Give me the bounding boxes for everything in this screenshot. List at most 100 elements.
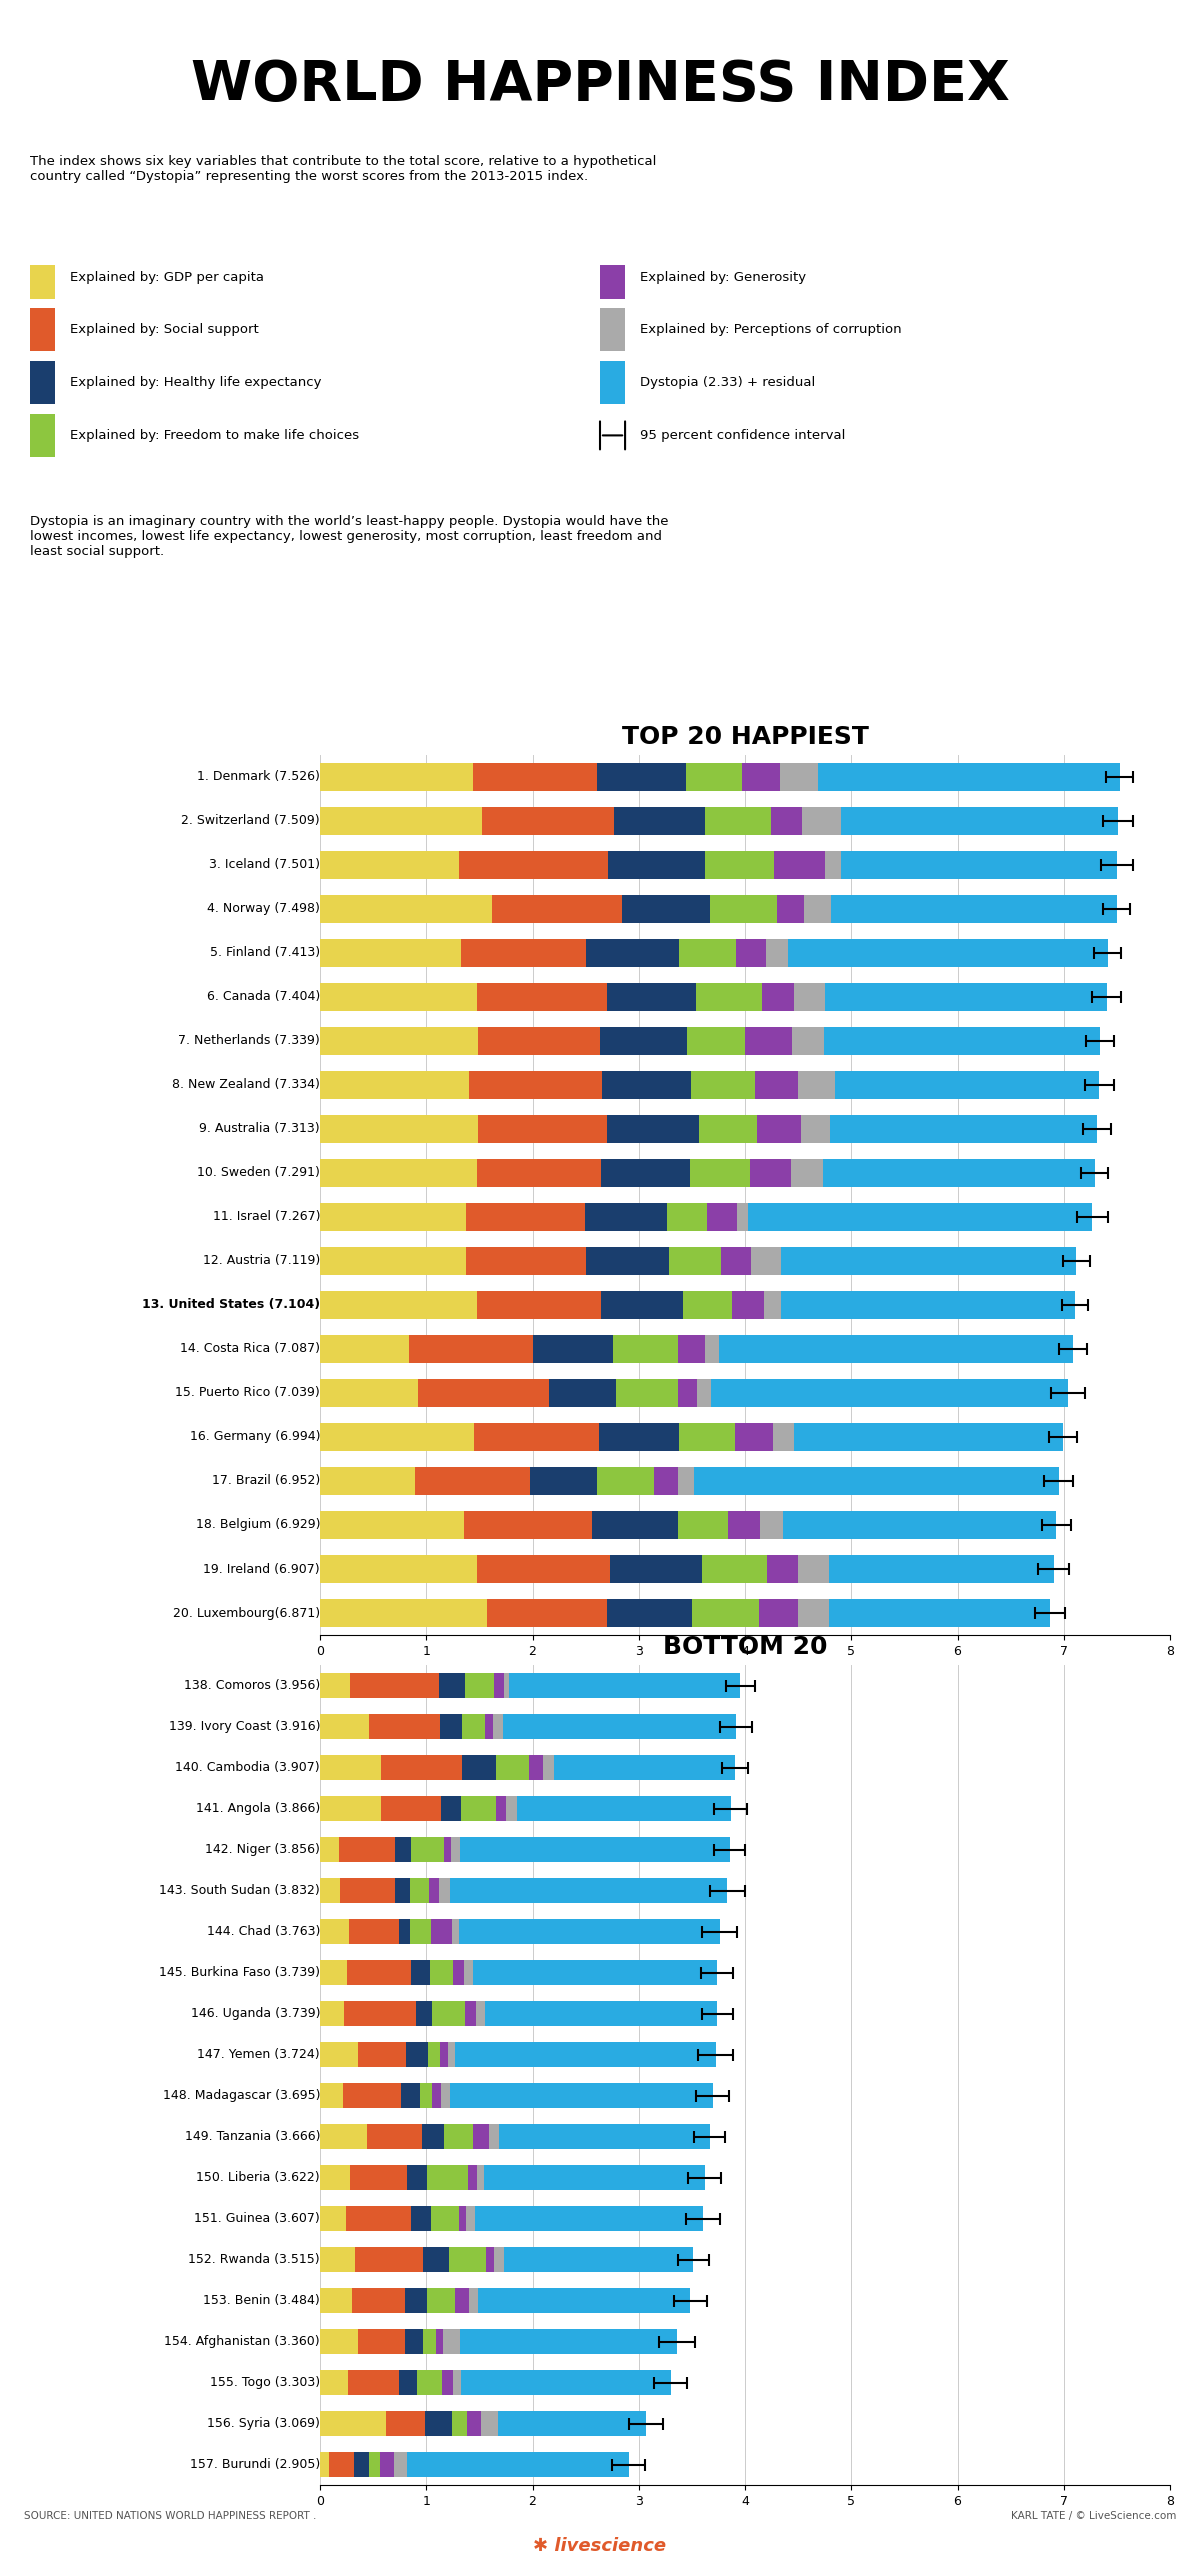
Bar xyxy=(599,1424,679,1452)
Bar xyxy=(486,2247,494,2273)
Text: 11. Israel (7.267): 11. Israel (7.267) xyxy=(212,1211,320,1224)
Bar xyxy=(320,2329,358,2355)
Text: 95 percent confidence interval: 95 percent confidence interval xyxy=(640,428,845,441)
Bar xyxy=(422,2124,444,2149)
Bar xyxy=(478,1554,611,1583)
Bar xyxy=(320,1247,466,1275)
Bar xyxy=(427,2165,468,2191)
Bar xyxy=(380,1754,462,1780)
Text: 148. Madagascar (3.695): 148. Madagascar (3.695) xyxy=(162,2088,320,2101)
Bar xyxy=(755,1072,798,1098)
Text: 6. Canada (7.404): 6. Canada (7.404) xyxy=(206,990,320,1003)
Bar xyxy=(794,1424,1063,1452)
Bar xyxy=(548,1380,617,1406)
Text: KARL TATE / © LiveScience.com: KARL TATE / © LiveScience.com xyxy=(1010,2511,1176,2521)
Bar xyxy=(607,1116,698,1141)
Bar xyxy=(614,808,706,834)
Bar xyxy=(600,256,625,298)
Bar xyxy=(611,1554,702,1583)
Bar xyxy=(600,362,625,405)
Bar xyxy=(486,1713,492,1739)
Bar xyxy=(368,1713,440,1739)
Bar xyxy=(533,1336,613,1362)
Bar xyxy=(803,808,841,834)
Bar xyxy=(474,1960,718,1985)
Bar xyxy=(329,2452,354,2478)
Bar xyxy=(492,895,622,923)
Bar xyxy=(424,2329,436,2355)
Bar xyxy=(410,1878,428,1903)
Bar xyxy=(455,2288,469,2314)
Text: The index shows six key variables that contribute to the total score, relative t: The index shows six key variables that c… xyxy=(30,154,656,182)
Bar xyxy=(451,2411,467,2437)
Text: 156. Syria (3.069): 156. Syria (3.069) xyxy=(208,2416,320,2429)
Bar xyxy=(544,1754,554,1780)
Bar xyxy=(427,2288,455,2314)
Bar xyxy=(320,1424,474,1452)
Bar xyxy=(460,852,608,880)
Bar xyxy=(818,764,1120,790)
Bar xyxy=(415,1467,530,1495)
Bar xyxy=(348,2370,398,2396)
Bar xyxy=(497,1795,506,1821)
Bar xyxy=(782,1511,1056,1539)
Text: 140. Cambodia (3.907): 140. Cambodia (3.907) xyxy=(175,1762,320,1775)
Bar xyxy=(30,413,55,457)
Bar xyxy=(30,256,55,298)
Bar xyxy=(410,1960,430,1985)
Bar xyxy=(320,1467,415,1495)
Bar xyxy=(320,1878,340,1903)
Bar xyxy=(697,1380,712,1406)
Bar xyxy=(654,1467,678,1495)
Bar xyxy=(601,1159,690,1188)
Bar xyxy=(694,1467,1058,1495)
Bar xyxy=(451,1837,460,1862)
Bar xyxy=(449,2247,486,2273)
Bar xyxy=(678,1380,697,1406)
Bar xyxy=(428,1878,439,1903)
Bar xyxy=(804,895,830,923)
Text: Explained by: Perceptions of corruption: Explained by: Perceptions of corruption xyxy=(640,323,901,336)
Bar xyxy=(431,2206,458,2232)
Bar xyxy=(776,895,804,923)
Text: 139. Ivory Coast (3.916): 139. Ivory Coast (3.916) xyxy=(168,1721,320,1734)
Text: 16. Germany (6.994): 16. Germany (6.994) xyxy=(190,1431,320,1444)
Bar xyxy=(667,1203,707,1231)
Bar xyxy=(320,1837,340,1862)
Bar xyxy=(462,1754,496,1780)
Bar xyxy=(706,808,772,834)
Text: 141. Angola (3.866): 141. Angola (3.866) xyxy=(196,1803,320,1816)
Bar xyxy=(320,1072,468,1098)
Text: 10. Sweden (7.291): 10. Sweden (7.291) xyxy=(197,1167,320,1180)
Bar xyxy=(443,2329,460,2355)
Bar xyxy=(320,2452,329,2478)
Bar xyxy=(444,2124,473,2149)
Bar xyxy=(824,852,841,880)
Bar xyxy=(449,2042,455,2067)
Bar xyxy=(398,2370,418,2396)
Bar xyxy=(792,1029,824,1054)
Bar xyxy=(431,1919,452,1944)
Bar xyxy=(461,2370,671,2396)
Bar xyxy=(404,2329,424,2355)
Bar xyxy=(478,2288,690,2314)
Bar xyxy=(762,982,794,1011)
Bar xyxy=(468,1072,601,1098)
Bar xyxy=(320,1919,349,1944)
Bar xyxy=(736,1424,773,1452)
Bar xyxy=(347,1960,410,1985)
Bar xyxy=(358,2042,406,2067)
Bar xyxy=(696,982,762,1011)
Bar xyxy=(751,1247,781,1275)
Bar xyxy=(478,982,607,1011)
Bar xyxy=(415,2001,432,2026)
Bar xyxy=(408,1336,533,1362)
Bar xyxy=(834,1072,1099,1098)
Bar xyxy=(686,1029,745,1054)
Text: 1. Denmark (7.526): 1. Denmark (7.526) xyxy=(197,770,320,782)
Bar xyxy=(320,2124,367,2149)
Text: 153. Benin (3.484): 153. Benin (3.484) xyxy=(203,2293,320,2306)
Bar xyxy=(498,2411,646,2437)
Bar xyxy=(320,1672,349,1698)
Bar xyxy=(478,1116,607,1141)
